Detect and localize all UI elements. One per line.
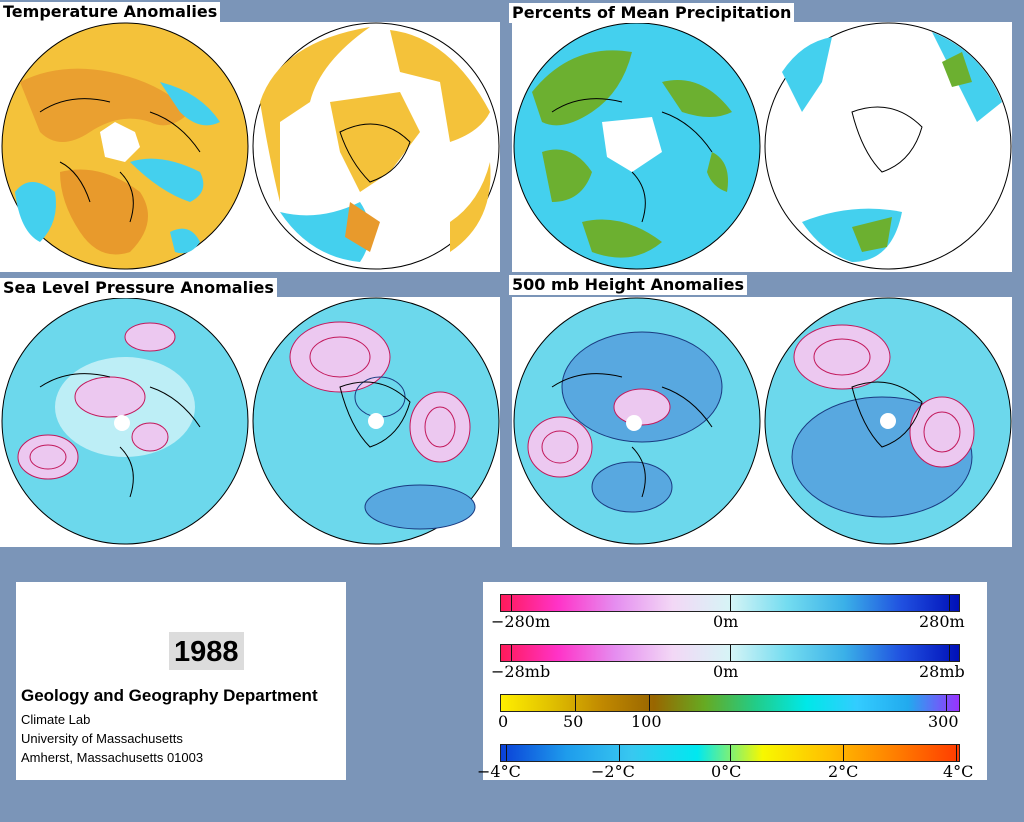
sea-level-pressure-panel: [0, 297, 500, 547]
height-south-globe: [764, 297, 1012, 545]
sea-level-pressure-title: Sea Level Pressure Anomalies: [0, 278, 277, 298]
height-north-globe: [513, 297, 761, 545]
precipitation-south-globe: [764, 22, 1012, 270]
height-max-label: 280m: [919, 612, 965, 631]
height-color-bar: [500, 594, 960, 612]
temperature-title: Temperature Anomalies: [0, 2, 221, 22]
temperature-color-bar: [500, 744, 960, 762]
pressure-mid-label: 0m: [713, 662, 739, 681]
precip-50-label: 50: [563, 712, 584, 731]
department-name: Geology and Geography Department: [21, 686, 318, 705]
pressure-min-label: −28mb: [491, 662, 551, 681]
temperature-panel: [0, 22, 500, 272]
precipitation-north-globe: [513, 22, 761, 270]
height-500mb-panel: [512, 297, 1012, 547]
height-min-label: −280m: [491, 612, 551, 631]
temperature-north-globe: [1, 22, 249, 270]
temp-minus2-label: −2°C: [591, 762, 635, 781]
precip-100-label: 100: [631, 712, 662, 731]
precipitation-title: Percents of Mean Precipitation: [509, 3, 795, 23]
pressure-color-bar: [500, 644, 960, 662]
slp-south-globe: [252, 297, 500, 545]
temp-minus4-label: −4°C: [477, 762, 521, 781]
height-mid-label: 0m: [713, 612, 739, 631]
precip-300-label: 300: [928, 712, 959, 731]
year-label: 1988: [169, 632, 244, 670]
precipitation-panel: [512, 22, 1012, 272]
lab-name: Climate Lab: [21, 712, 91, 727]
university-name: University of Massachusetts: [21, 731, 183, 746]
slp-north-globe: [1, 297, 249, 545]
address: Amherst, Massachusetts 01003: [21, 750, 204, 765]
legend-box: −280m 0m 280m −28mb 0m 28mb 0 50 100 300…: [477, 582, 987, 781]
info-box: 1988 Geology and Geography Department Cl…: [16, 582, 346, 780]
temp-plus2-label: 2°C: [828, 762, 859, 781]
precip-0-label: 0: [498, 712, 509, 731]
height-500mb-title: 500 mb Height Anomalies: [509, 275, 748, 295]
temp-zero-label: 0°C: [711, 762, 742, 781]
temperature-south-globe: [252, 22, 500, 270]
temp-plus4-label: 4°C: [943, 762, 974, 781]
pressure-max-label: 28mb: [919, 662, 965, 681]
precipitation-color-bar: [500, 694, 960, 712]
